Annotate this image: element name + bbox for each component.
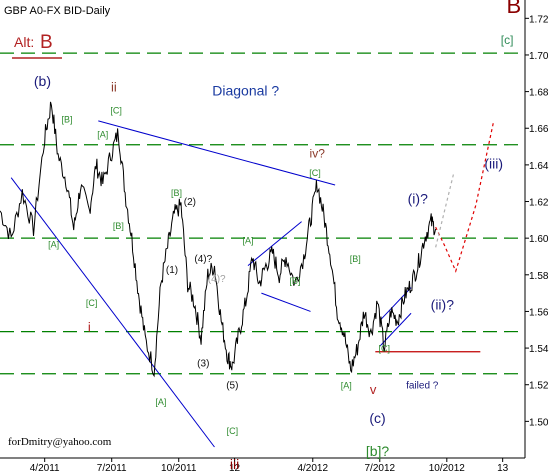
wave-label: B (506, 0, 521, 18)
price-layer (0, 101, 437, 378)
y-tick-label: 1.62 (529, 198, 549, 209)
price-series (0, 101, 437, 378)
x-tick-label: 4/2012 (297, 463, 328, 473)
wave-label: iii (230, 456, 239, 472)
chart-title: GBP A0-FX BID-Daily (4, 5, 111, 17)
trend-line (261, 292, 311, 312)
wave-label: [C] (378, 344, 390, 354)
wave-label: (4)? (194, 254, 212, 265)
wave-label: i (88, 320, 91, 335)
wave-label: [b]? (366, 443, 390, 459)
trend-line (98, 120, 336, 186)
wave-label: (5) (226, 380, 238, 391)
x-tick-label: 4/2011 (30, 463, 60, 473)
y-tick-label: 1.54 (529, 344, 549, 355)
x-tick-label: 12 (229, 463, 241, 473)
grid-layer (0, 52, 525, 375)
wave-label: v (370, 382, 377, 397)
y-tick-label: 1.64 (529, 161, 549, 172)
x-tick-label: 7/2011 (97, 463, 127, 473)
wave-label: ii (111, 80, 117, 95)
y-tick-label: 1.58 (529, 271, 549, 282)
alt-value: B (40, 32, 53, 53)
x-tick-label: 7/2012 (364, 463, 395, 473)
x-tick-label: 10/2011 (161, 463, 197, 473)
trend-line (10, 177, 215, 448)
wave-label: [C] (227, 426, 239, 436)
wave-label: [B] (171, 188, 182, 198)
wave-label: (ii)? (431, 297, 455, 313)
y-tick-label: 1.72 (529, 14, 549, 25)
annotations-layer: B [c] (b) ii Diagonal ? [B] [C] [A] iv? [C] (iii) (… (34, 0, 521, 472)
y-tick-label: 1.60 (529, 234, 549, 245)
projection-line (435, 173, 455, 248)
wave-label: iv? (310, 147, 326, 161)
wave-label: [C] (309, 168, 321, 178)
y-tick-label: 1.56 (529, 307, 549, 318)
wave-label: [B] (113, 221, 124, 231)
y-tick-label: 1.68 (529, 88, 549, 99)
x-tick-label: 10/2012 (429, 463, 466, 473)
wave-label: [A] (242, 236, 253, 246)
wave-label: (4)? (208, 274, 226, 285)
wave-label: [A] (155, 397, 166, 407)
wave-label: [C] (110, 106, 122, 116)
x-tick-label: 13 (497, 463, 509, 473)
wave-label: Diagonal ? (212, 82, 279, 98)
y-tick-label: 1.70 (529, 51, 549, 62)
wave-label: (1) (166, 265, 178, 276)
wave-label: [B] (62, 115, 73, 125)
trend-lines-layer (10, 120, 495, 448)
ticks-layer: 1.72 1.70 1.68 1.66 1.64 1.62 1.60 1.58 1.56 1.54… (30, 14, 549, 473)
y-tick-label: 1.50 (529, 417, 549, 428)
wave-label: [B] (289, 276, 300, 286)
wave-label: (i)? (408, 190, 428, 206)
watermark: forDmitry@yahoo.com (8, 436, 112, 448)
wave-label: [A] (48, 239, 59, 249)
wave-label: failed ? (406, 380, 439, 391)
wave-label: [B] (350, 254, 361, 264)
wave-label: (2) (184, 197, 196, 208)
wave-label: (3) (197, 358, 209, 369)
wave-label: [A] (97, 129, 108, 139)
axes-layer (0, 0, 526, 459)
wave-label: (b) (34, 73, 51, 89)
y-tick-label: 1.66 (529, 124, 549, 135)
wave-label: (iii) (484, 156, 503, 172)
alt-prefix: Alt: (14, 34, 34, 50)
y-tick-label: 1.52 (529, 381, 549, 392)
wave-label: [c] (501, 33, 514, 47)
wave-label: [C] (86, 298, 98, 308)
wave-label: [A] (341, 380, 352, 390)
wave-label: (c) (369, 410, 385, 426)
projection-line (435, 120, 495, 273)
trend-line (247, 221, 302, 267)
